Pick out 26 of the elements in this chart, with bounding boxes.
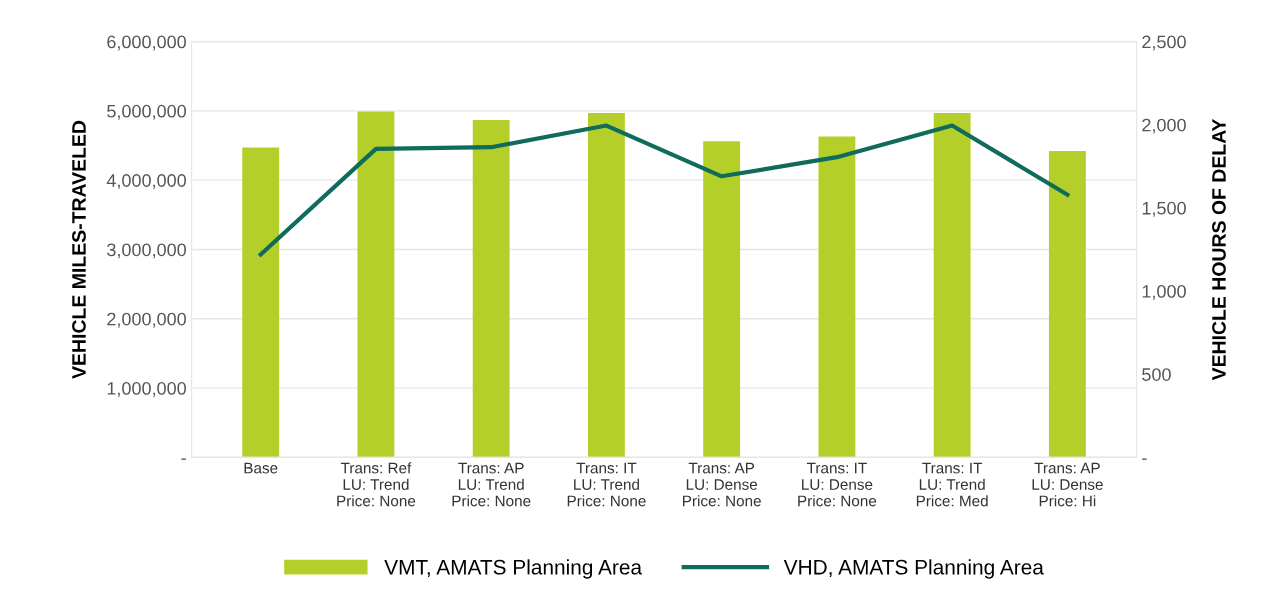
y-tick-label: 1,000,000	[107, 382, 186, 397]
y-tick-label: 6,000,000	[107, 35, 186, 51]
y-tick-label: 3,000,000	[107, 243, 186, 259]
y2-tick-label: 500	[1142, 368, 1171, 381]
x-tick-label: Trans: IT LU: Dense Price: None	[798, 462, 877, 507]
x-tick-label: Base	[244, 462, 278, 474]
x-tick-label: Trans: AP LU: Dense Price: None	[683, 462, 761, 507]
y2-tick-label: 2,000	[1142, 118, 1186, 134]
y2-tick-label: 1,000	[1142, 284, 1186, 300]
x-tick-label: Trans: IT LU: Trend Price: None	[567, 462, 646, 507]
y-tick-label: 4,000,000	[106, 174, 186, 190]
y2-axis-title: VEHICLE HOURS OF DELAY	[1212, 118, 1226, 381]
y-tick-label: 5,000,000	[107, 104, 186, 120]
line-series	[258, 123, 1070, 257]
y2-tick-label: 2,500	[1142, 35, 1186, 51]
x-tick-label: Trans: AP LU: Dense Price: Hi	[1032, 462, 1103, 507]
y2-tick-label: 1,500	[1142, 201, 1186, 217]
x-tick-label: Trans: IT LU: Trend Price: Med	[916, 462, 988, 507]
x-tick-label: Trans: Ref LU: Trend Price: None	[337, 462, 416, 507]
legend-label: VHD, AMATS Planning Area	[783, 559, 1044, 579]
y2-tick-label: -	[1142, 458, 1147, 460]
y-axis-title: VEHICLE MILES-TRAVELED	[72, 120, 86, 379]
x-tick-label: Trans: AP LU: Trend Price: None	[452, 462, 531, 507]
y-tick-label: 2,000,000	[107, 312, 186, 328]
y-tick-label: -	[181, 458, 186, 460]
legend-label: VMT, AMATS Planning Area	[384, 559, 643, 579]
